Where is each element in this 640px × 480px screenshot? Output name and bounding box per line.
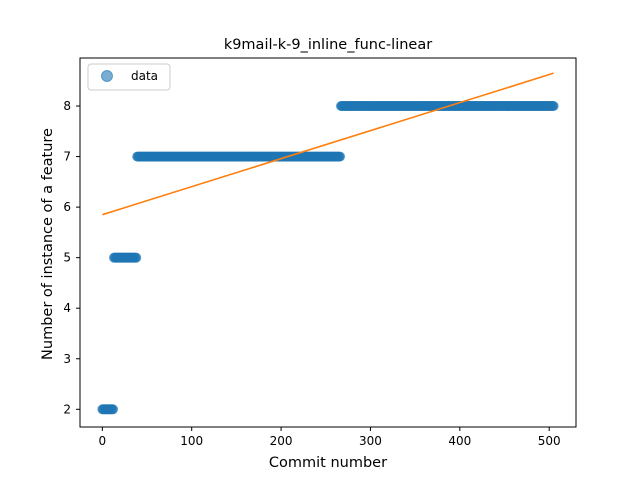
chart-title: k9mail-k-9_inline_func-linear	[224, 37, 432, 53]
y-tick-label: 7	[63, 150, 71, 164]
y-tick-label: 2	[63, 402, 71, 416]
axes-frame	[79, 57, 577, 428]
data-point	[108, 404, 119, 415]
data-point	[131, 252, 142, 263]
plot-content	[97, 72, 559, 415]
data-point	[548, 101, 559, 112]
x-tick-label: 400	[448, 434, 471, 448]
y-axis-ticks: 2 3 4 5 6 7 8	[63, 99, 80, 416]
x-axis-label: Commit number	[269, 455, 387, 471]
data-point	[335, 151, 346, 162]
y-tick-label: 8	[63, 99, 71, 113]
x-axis-ticks: 0 100 200 300 400 500	[99, 427, 561, 448]
y-tick-label: 4	[63, 301, 71, 315]
x-tick-label: 0	[99, 434, 107, 448]
y-tick-label: 6	[63, 200, 71, 214]
legend-label-data: data	[131, 69, 158, 83]
x-tick-label: 300	[359, 434, 382, 448]
linear-fit-line	[102, 72, 554, 216]
x-tick-label: 100	[180, 434, 203, 448]
legend-marker-data	[101, 70, 113, 82]
y-tick-label: 5	[63, 251, 71, 265]
y-tick-label: 3	[63, 352, 71, 366]
x-tick-label: 200	[270, 434, 293, 448]
x-tick-label: 500	[538, 434, 561, 448]
legend: data	[87, 63, 171, 91]
y-axis-label: Number of instance of a feature	[40, 128, 56, 360]
